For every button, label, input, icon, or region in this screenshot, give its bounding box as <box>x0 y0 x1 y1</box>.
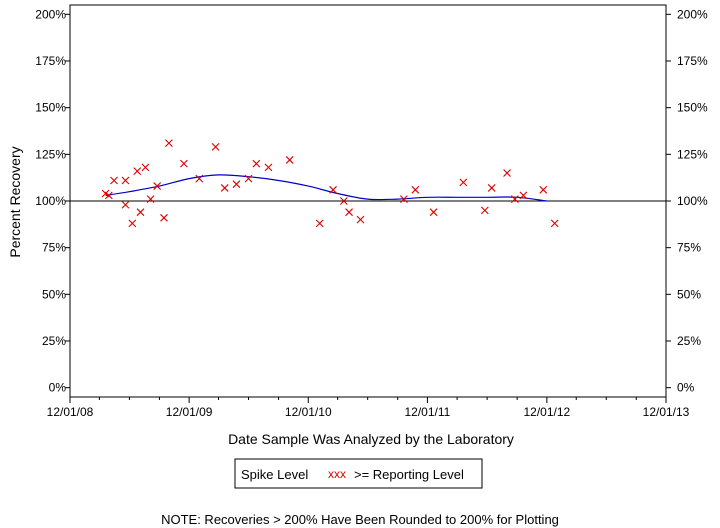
data-point <box>400 195 408 204</box>
data-point <box>252 159 261 168</box>
data-point <box>315 219 324 228</box>
y-tick-label-left: 100% <box>35 194 66 208</box>
data-point <box>136 208 145 217</box>
y-tick-label-right: 50% <box>677 287 701 301</box>
data-point <box>519 191 528 200</box>
data-point <box>480 206 489 215</box>
legend-title: Spike Level <box>241 467 308 482</box>
data-point <box>339 197 348 205</box>
x-tick-label: 12/01/12 <box>524 405 571 419</box>
data-point <box>550 219 559 228</box>
data-point <box>104 191 113 200</box>
data-point <box>264 163 273 172</box>
data-point <box>220 184 229 192</box>
y-tick-label-left: 175% <box>35 54 66 68</box>
y-axis-title: Percent Recovery <box>7 146 23 257</box>
data-point <box>411 185 420 194</box>
data-point <box>232 180 241 189</box>
data-point <box>121 176 130 185</box>
data-point <box>128 219 137 228</box>
y-tick-label-left: 200% <box>35 7 66 21</box>
y-tick-label-left: 150% <box>35 101 66 115</box>
data-point <box>539 185 548 194</box>
data-point <box>141 163 150 172</box>
legend-marker: xxx <box>328 467 346 481</box>
data-point <box>285 156 294 164</box>
y-tick-label-right: 25% <box>677 334 701 348</box>
y-tick-label-left: 25% <box>42 334 66 348</box>
y-tick-label-right: 0% <box>677 381 695 395</box>
data-point <box>153 182 162 190</box>
y-tick-label-left: 125% <box>35 147 66 161</box>
y-tick-label-right: 75% <box>677 241 701 255</box>
points-layer <box>101 139 559 228</box>
data-point <box>459 178 468 187</box>
x-axis-title: Date Sample Was Analyzed by the Laborato… <box>228 431 514 447</box>
x-tick-label: 12/01/11 <box>404 405 450 419</box>
x-tick-label: 12/01/13 <box>643 405 690 419</box>
trend-layer <box>105 174 547 202</box>
data-point <box>121 200 130 209</box>
x-tick-label: 12/01/10 <box>285 405 332 419</box>
y-tick-label-right: 100% <box>677 194 708 208</box>
legend-entry-reporting-level: >= Reporting Level <box>354 467 464 482</box>
data-point <box>356 215 365 224</box>
data-point <box>244 174 253 183</box>
y-tick-label-right: 125% <box>677 147 708 161</box>
data-point <box>510 195 519 204</box>
axes: 0% 0% 25% 25% 50% 50% 75% 75% 100% 100% 125% 125% 15… <box>35 4 708 419</box>
data-point <box>487 184 496 192</box>
data-point <box>211 142 220 151</box>
y-tick-label-right: 175% <box>677 54 708 68</box>
data-point <box>503 169 511 177</box>
footnote: NOTE: Recoveries > 200% Have Been Rounde… <box>161 512 559 527</box>
data-point <box>133 167 142 176</box>
data-point <box>160 213 168 222</box>
data-point <box>429 208 438 217</box>
data-point <box>180 159 188 168</box>
data-point <box>345 208 353 217</box>
data-point <box>110 176 118 185</box>
y-tick-label-right: 200% <box>677 7 708 21</box>
x-tick-label: 12/01/08 <box>47 405 94 419</box>
data-point <box>165 139 173 148</box>
x-tick-label: 12/01/09 <box>166 405 213 419</box>
y-tick-label-left: 50% <box>42 287 66 301</box>
data-point <box>146 195 155 204</box>
y-tick-label-right: 150% <box>677 101 708 115</box>
data-point <box>195 174 204 183</box>
legend-box <box>234 458 483 489</box>
data-point <box>329 185 337 194</box>
legend: Spike Level xxx >= Reporting Level <box>234 458 483 489</box>
trend-line <box>105 174 547 202</box>
y-tick-label-left: 0% <box>49 381 67 395</box>
y-tick-label-left: 75% <box>42 241 66 255</box>
